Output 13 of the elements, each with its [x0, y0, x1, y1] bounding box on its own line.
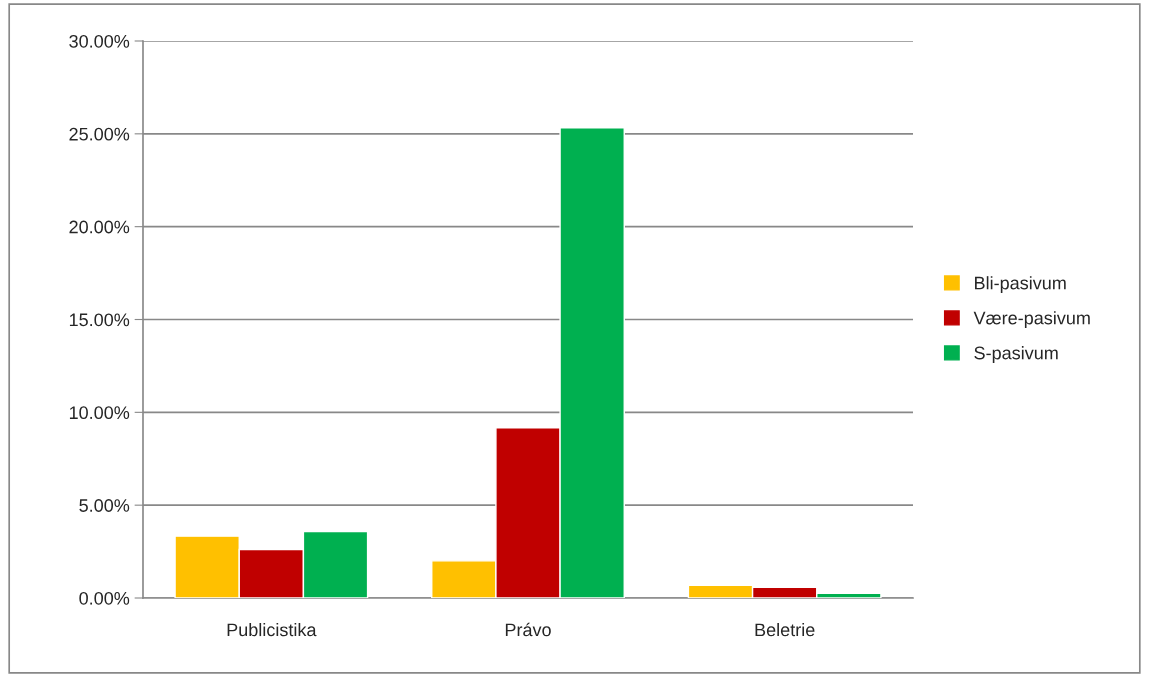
y-tick-label: 10.00% — [69, 406, 130, 420]
y-tick-label: 30.00% — [69, 34, 130, 48]
legend-label: Være-pasivum — [973, 311, 1090, 328]
y-tick-label: 25.00% — [69, 127, 130, 141]
x-tick-label: Publicistika — [227, 623, 317, 637]
y-tick-label: 0.00% — [79, 591, 130, 605]
y-tick-label: 15.00% — [69, 313, 130, 327]
x-tick-label: Právo — [505, 622, 551, 637]
x-tick-label: Beletrie — [755, 623, 815, 637]
y-tick-label: 5.00% — [79, 499, 130, 512]
legend-label: S-pasivum — [974, 346, 1058, 363]
y-tick-label: 20.00% — [69, 220, 130, 234]
legend-label: Bli-pasivum — [975, 276, 1066, 293]
